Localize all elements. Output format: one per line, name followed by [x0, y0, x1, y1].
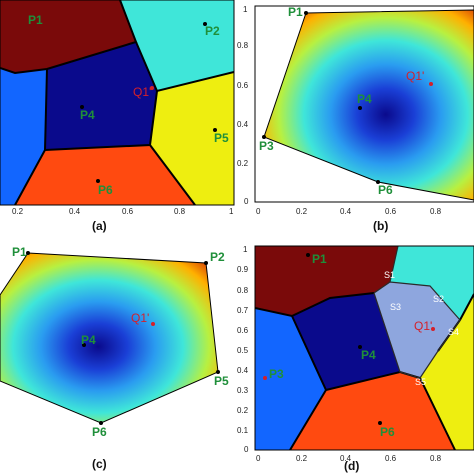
y-axis-ticks-d: 1 0.9 0.8 0.7 0.6 0.5 0.4 0.3 0.2 0.1 0: [237, 245, 249, 454]
region-p1: [0, 0, 136, 73]
tick-b-y-3: 0.4: [237, 120, 249, 129]
label-b-p4: P4: [357, 92, 372, 106]
tick-d-y-5: 0.5: [237, 346, 249, 355]
tick-d-x-4: 0.8: [430, 454, 442, 463]
region-d-p2: [390, 246, 474, 320]
label-c-p5: P5: [214, 374, 229, 388]
region-d-p1: [255, 246, 398, 316]
label-p1: P1: [28, 13, 43, 27]
label-s2: S2: [433, 294, 444, 304]
tick-d-y-6: 0.4: [237, 366, 249, 375]
label-s5: S5: [415, 377, 426, 387]
label-q1: Q1': [133, 85, 151, 99]
label-p4: P4: [80, 108, 95, 122]
region-p6: [15, 145, 195, 205]
tick-a-x-0: 0.2: [12, 207, 24, 216]
label-s4: S4: [448, 327, 459, 337]
label-c-p4: P4: [81, 333, 96, 347]
label-d-p4: P4: [361, 348, 376, 362]
label-b-p3: P3: [259, 139, 274, 153]
label-c-q1: Q1': [131, 311, 149, 325]
label-d-q1: Q1': [414, 319, 432, 333]
tick-d-y-8: 0.2: [237, 406, 249, 415]
label-s1: S1: [384, 270, 395, 280]
panel-caption-b: (b): [373, 219, 388, 233]
region-d-p6: [290, 372, 455, 450]
region-d-p3: [255, 308, 326, 450]
tick-d-x-2: 0.4: [340, 454, 352, 463]
tick-b-y-2: 0.6: [237, 81, 249, 90]
panel-caption-c: (c): [92, 457, 107, 471]
tick-d-y-3: 0.7: [237, 306, 249, 315]
tick-b-x-1: 0.2: [296, 207, 308, 216]
panel-d: P1 P3 P4 P6 Q1' S1 S2 S3 S4 S5 1 0.9 0.8…: [237, 245, 474, 473]
tick-b-x-3: 0.6: [385, 207, 397, 216]
tick-a-x-1: 0.4: [69, 207, 81, 216]
tick-d-x-1: 0.2: [296, 454, 308, 463]
heatmap-c: [0, 252, 219, 424]
label-c-p2: P2: [210, 250, 225, 264]
label-b-q1: Q1': [406, 69, 424, 83]
label-c-p1: P1: [12, 245, 27, 259]
region-p3: [0, 68, 47, 205]
tick-d-y-1: 0.9: [237, 265, 249, 274]
panel-caption-d: (d): [344, 459, 359, 473]
tick-d-y-2: 0.8: [237, 286, 249, 295]
y-axis-ticks-b: 1 0.8 0.6 0.4 0.2 0: [237, 5, 249, 206]
panel-c: P1 P2 P4 P5 P6 Q1' (c): [0, 245, 229, 471]
tick-b-x-0: 0: [256, 207, 261, 216]
tick-b-y-1: 0.8: [237, 41, 249, 50]
tick-d-y-4: 0.6: [237, 326, 249, 335]
label-d-p3: P3: [269, 367, 284, 381]
tick-d-x-3: 0.6: [385, 454, 397, 463]
x-axis-ticks-d: 0 0.2 0.4 0.6 0.8: [256, 454, 442, 463]
tick-b-y-0: 1: [243, 5, 248, 14]
tick-a-x-4: 1: [229, 207, 234, 216]
panel-a: P1 P2 P4 P5 P6 Q1' 0.2 0.4 0.6 0.8 1 (a): [0, 0, 235, 233]
tick-d-x-0: 0: [256, 454, 261, 463]
tick-d-y-9: 0.1: [237, 426, 249, 435]
label-b-p1: P1: [288, 5, 303, 19]
heatmap-b: [263, 9, 474, 201]
label-p2: P2: [205, 24, 220, 38]
label-b-p6: P6: [378, 183, 393, 197]
tick-d-y-10: 0: [244, 445, 249, 454]
label-p6: P6: [98, 183, 113, 197]
tick-d-y-7: 0.3: [237, 386, 249, 395]
region-p4: [45, 42, 157, 150]
region-d-p4: [292, 293, 400, 390]
tick-b-x-2: 0.4: [340, 207, 352, 216]
tick-a-x-3: 0.8: [174, 207, 186, 216]
label-c-p6: P6: [92, 425, 107, 439]
tick-a-x-2: 0.6: [122, 207, 134, 216]
label-s3: S3: [390, 302, 401, 312]
tick-b-y-5: 0: [244, 197, 249, 206]
tick-d-y-0: 1: [243, 245, 248, 254]
panel-caption-a: (a): [92, 219, 107, 233]
region-d-p5: [420, 294, 474, 450]
tick-b-x-4: 0.8: [430, 207, 442, 216]
x-axis-ticks-a: 0.2 0.4 0.6 0.8 1: [12, 207, 234, 216]
region-d-voronoi-q1: [374, 282, 460, 378]
label-d-p6: P6: [380, 425, 395, 439]
panel-b: P1 P3 P4 P6 Q1' 1 0.8 0.6 0.4 0.2 0 0 0.…: [237, 5, 474, 233]
tick-b-y-4: 0.2: [237, 159, 249, 168]
x-axis-ticks-b: 0 0.2 0.4 0.6 0.8: [256, 207, 442, 216]
label-p5: P5: [214, 131, 229, 145]
label-d-p1: P1: [312, 252, 327, 266]
